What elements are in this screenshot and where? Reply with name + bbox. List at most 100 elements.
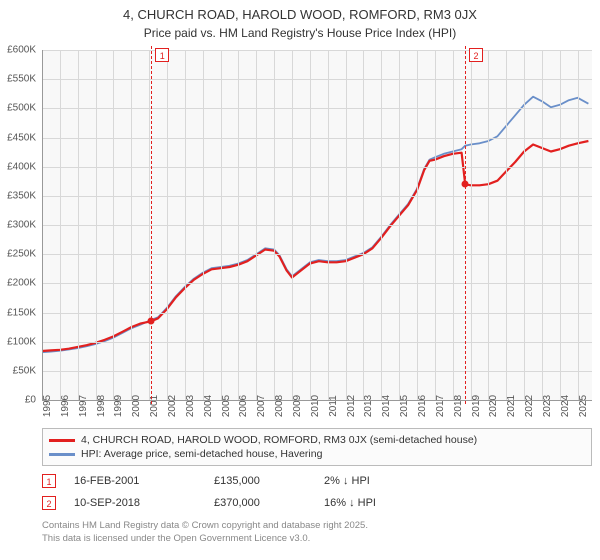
gridline-h — [42, 371, 592, 372]
x-axis-label: 2015 — [399, 395, 410, 417]
sales-row-price: £135,000 — [214, 475, 324, 487]
x-axis-label: 1999 — [113, 395, 124, 417]
x-axis-label: 1995 — [42, 395, 53, 417]
gridline-v — [310, 50, 311, 400]
gridline-v — [292, 50, 293, 400]
gridline-v — [203, 50, 204, 400]
x-axis-label: 1996 — [60, 395, 71, 417]
sale-event-line — [465, 46, 466, 404]
chart-area: £0£50K£100K£150K£200K£250K£300K£350K£400… — [42, 50, 592, 400]
y-axis-label: £600K — [0, 45, 36, 56]
legend-swatch-property — [49, 439, 75, 442]
sale-badge: 2 — [469, 48, 483, 62]
footnote-line-2: This data is licensed under the Open Gov… — [42, 533, 310, 544]
gridline-h — [42, 50, 592, 51]
x-axis-label: 2020 — [488, 395, 499, 417]
gridline-v — [256, 50, 257, 400]
x-axis-label: 2014 — [381, 395, 392, 417]
gridline-v — [185, 50, 186, 400]
gridline-v — [471, 50, 472, 400]
x-axis-label: 2005 — [221, 395, 232, 417]
gridline-v — [363, 50, 364, 400]
title-line-1: 4, CHURCH ROAD, HAROLD WOOD, ROMFORD, RM… — [123, 7, 477, 22]
gridline-h — [42, 225, 592, 226]
gridline-v — [560, 50, 561, 400]
gridline-v — [506, 50, 507, 400]
gridline-v — [113, 50, 114, 400]
x-axis-label: 2016 — [417, 395, 428, 417]
x-axis-label: 1997 — [78, 395, 89, 417]
legend-label-hpi: HPI: Average price, semi-detached house,… — [81, 448, 322, 460]
x-axis-label: 2011 — [328, 395, 339, 417]
gridline-h — [42, 196, 592, 197]
x-axis-label: 2000 — [131, 395, 142, 417]
gridline-h — [42, 283, 592, 284]
gridline-v — [328, 50, 329, 400]
gridline-h — [42, 254, 592, 255]
gridline-v — [399, 50, 400, 400]
x-axis-label: 2006 — [238, 395, 249, 417]
sale-marker — [462, 181, 469, 188]
x-axis-label: 2002 — [167, 395, 178, 417]
footnote: Contains HM Land Registry data © Crown c… — [42, 520, 592, 546]
gridline-v — [417, 50, 418, 400]
x-axis-label: 2024 — [560, 395, 571, 417]
x-axis-label: 2023 — [542, 395, 553, 417]
y-axis-label: £500K — [0, 103, 36, 114]
y-axis-label: £200K — [0, 278, 36, 289]
title-line-2: Price paid vs. HM Land Registry's House … — [144, 26, 456, 40]
gridline-v — [149, 50, 150, 400]
legend-row-property: 4, CHURCH ROAD, HAROLD WOOD, ROMFORD, RM… — [49, 433, 585, 447]
gridline-h — [42, 313, 592, 314]
sales-table: 116-FEB-2001£135,0002% ↓ HPI210-SEP-2018… — [42, 470, 592, 514]
gridline-v — [435, 50, 436, 400]
y-axis-label: £450K — [0, 132, 36, 143]
y-axis-label: £250K — [0, 249, 36, 260]
sales-row-delta: 16% ↓ HPI — [324, 497, 444, 509]
x-axis-label: 2009 — [292, 395, 303, 417]
x-axis-label: 2008 — [274, 395, 285, 417]
gridline-v — [578, 50, 579, 400]
gridline-v — [274, 50, 275, 400]
legend-label-property: 4, CHURCH ROAD, HAROLD WOOD, ROMFORD, RM… — [81, 434, 477, 446]
gridline-h — [42, 79, 592, 80]
x-axis-label: 2017 — [435, 395, 446, 417]
x-axis-label: 2004 — [203, 395, 214, 417]
gridline-h — [42, 167, 592, 168]
gridline-v — [167, 50, 168, 400]
gridline-v — [524, 50, 525, 400]
x-axis-label: 2021 — [506, 395, 517, 417]
legend-swatch-hpi — [49, 453, 75, 456]
sales-row-delta: 2% ↓ HPI — [324, 475, 444, 487]
x-axis-label: 2019 — [471, 395, 482, 417]
gridline-v — [221, 50, 222, 400]
y-axis-label: £400K — [0, 161, 36, 172]
sales-row-badge: 1 — [42, 474, 56, 488]
gridline-h — [42, 108, 592, 109]
footnote-line-1: Contains HM Land Registry data © Crown c… — [42, 520, 368, 531]
gridline-v — [381, 50, 382, 400]
gridline-v — [78, 50, 79, 400]
x-axis-label: 2013 — [363, 395, 374, 417]
sales-row-date: 16-FEB-2001 — [74, 475, 214, 487]
legend: 4, CHURCH ROAD, HAROLD WOOD, ROMFORD, RM… — [42, 428, 592, 466]
gridline-v — [96, 50, 97, 400]
y-axis-label: £300K — [0, 220, 36, 231]
gridline-v — [131, 50, 132, 400]
sales-row-price: £370,000 — [214, 497, 324, 509]
sale-badge: 1 — [155, 48, 169, 62]
sale-event-line — [151, 46, 152, 404]
x-axis-label: 2003 — [185, 395, 196, 417]
plot-area: £0£50K£100K£150K£200K£250K£300K£350K£400… — [42, 50, 592, 400]
x-axis-label: 1998 — [96, 395, 107, 417]
x-axis-label: 2007 — [256, 395, 267, 417]
x-axis-label: 2025 — [578, 395, 589, 417]
gridline-v — [453, 50, 454, 400]
x-axis-label: 2018 — [453, 395, 464, 417]
sales-row-badge: 2 — [42, 496, 56, 510]
sales-row: 1 16-FEB-2001£135,0002% ↓ HPI — [42, 470, 592, 492]
x-axis-label: 2010 — [310, 395, 321, 417]
y-axis-label: £150K — [0, 307, 36, 318]
sale-marker — [148, 318, 155, 325]
gridline-v — [346, 50, 347, 400]
